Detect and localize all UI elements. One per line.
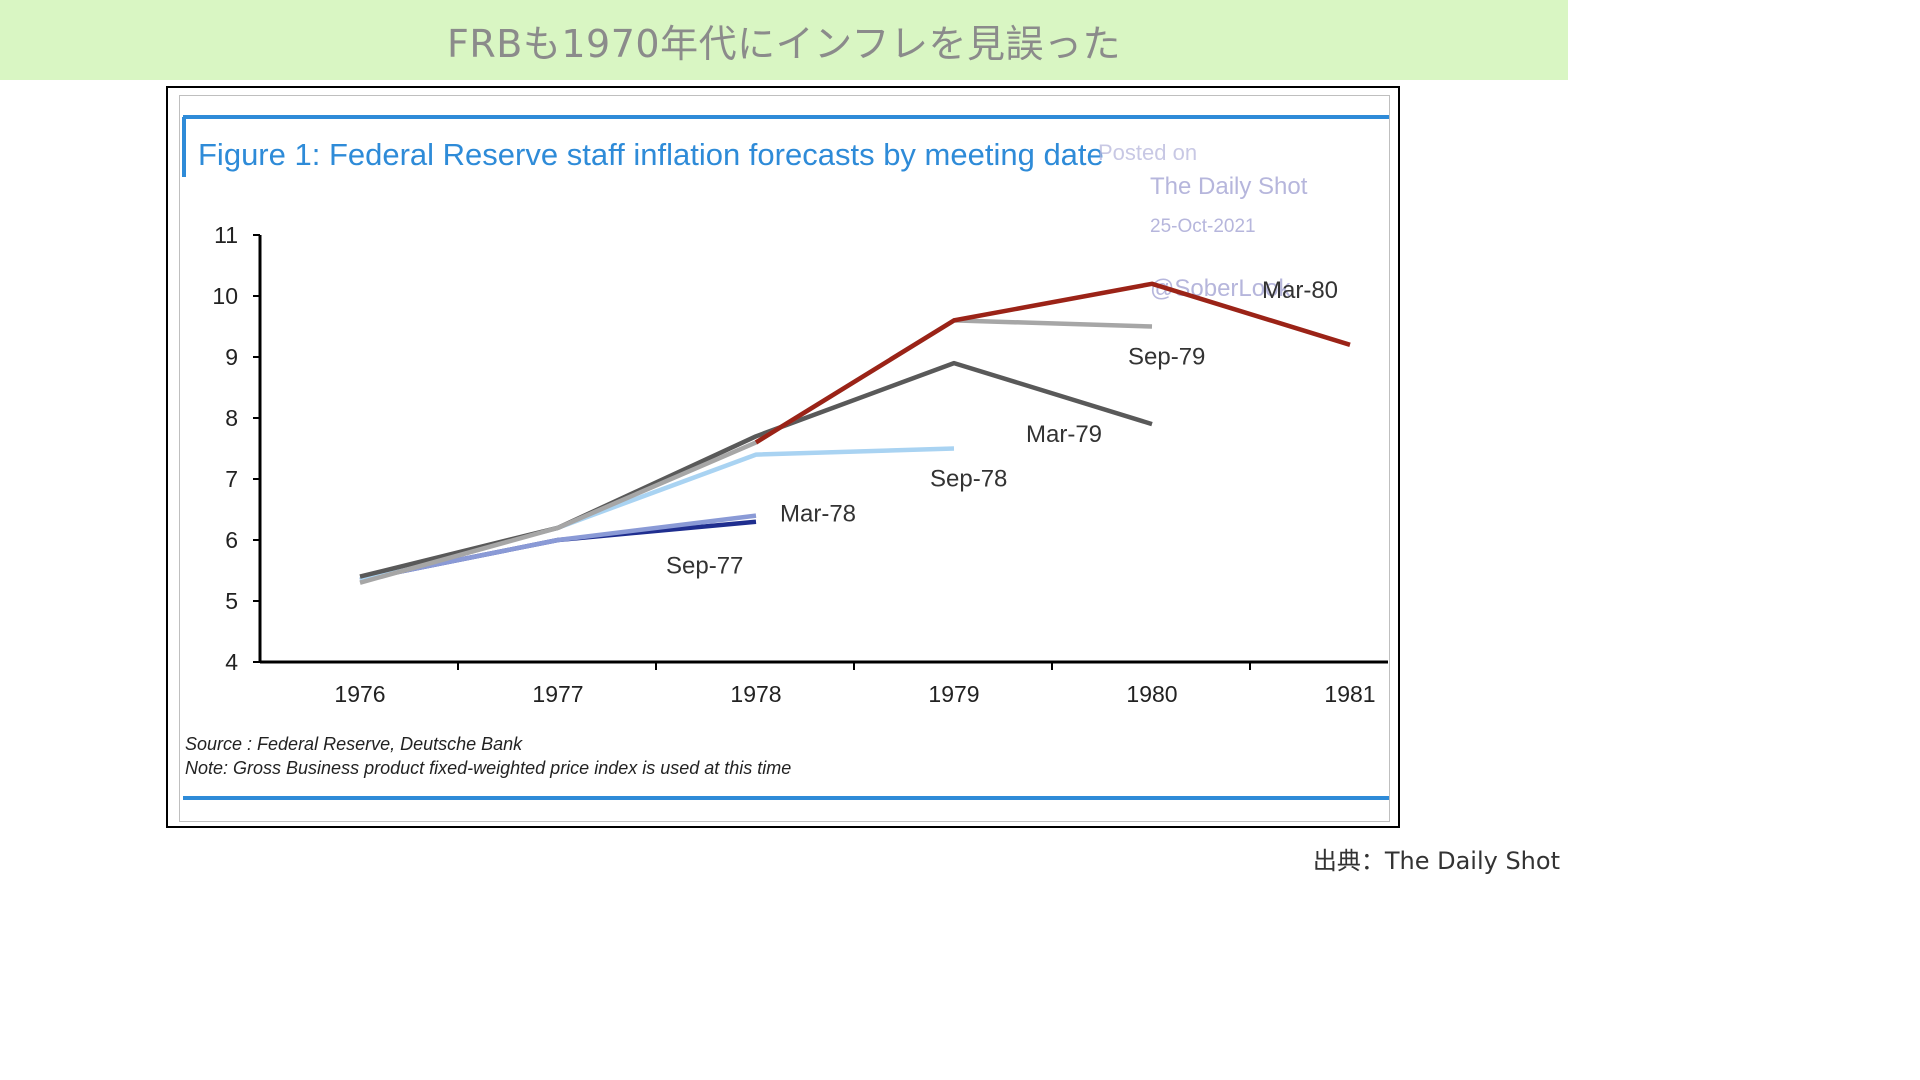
y-tick-label: 11 [214,222,238,248]
y-tick-label: 7 [225,466,238,492]
series-label-sep-79: Sep-79 [1128,344,1205,371]
chart-title: Figure 1: Federal Reserve staff inflatio… [198,137,1104,172]
y-tick-label: 10 [212,283,238,309]
x-tick-label: 1979 [928,681,979,707]
chart-note: Note: Gross Business product fixed-weigh… [185,758,791,778]
y-tick-label: 9 [225,344,238,370]
y-tick-label: 4 [225,649,238,675]
chart-axes: 11 10 9 8 7 6 5 4 1976 1977 1978 1979 1980 1981 [212,222,1388,707]
x-tick-label: 1977 [532,681,583,707]
chart-series-labels: Sep-77 Mar-78 Sep-78 Mar-79 Sep-79 Mar-80 [666,277,1338,580]
x-tick-label: 1978 [730,681,781,707]
series-label-mar-78: Mar-78 [780,501,856,528]
y-tick-label: 6 [225,527,238,553]
chart-series [359,281,1351,585]
watermark-date: 25-Oct-2021 [1150,216,1256,237]
series-label-sep-77: Sep-77 [666,553,743,580]
y-tick-label: 8 [225,405,238,431]
chart: Figure 1: Federal Reserve staff inflatio… [182,115,1389,800]
header-band: FRBも1970年代にインフレを見誤った [0,0,1568,80]
x-tick-label: 1976 [334,681,385,707]
source-credit: 出典：The Daily Shot [1312,847,1560,875]
chart-frame [166,86,1400,828]
watermark-source: The Daily Shot [1150,173,1308,200]
y-tick-label: 5 [225,588,238,614]
x-tick-label: 1980 [1126,681,1177,707]
page-title: FRBも1970年代にインフレを見誤った [447,21,1121,66]
series-line-mar-80 [754,281,1351,445]
x-tick-label: 1981 [1324,681,1375,707]
chart-inner-frame [179,95,1390,822]
chart-source: Source : Federal Reserve, Deutsche Bank [185,734,523,754]
series-line-sep-79 [359,318,1153,585]
series-label-mar-80: Mar-80 [1262,277,1338,304]
page: FRBも1970年代にインフレを見誤った Figure 1: Federal R… [0,0,1568,875]
series-line-mar-79 [359,360,1153,579]
series-label-mar-79: Mar-79 [1026,421,1102,448]
watermark-posted: Posted on [1098,140,1197,165]
series-label-sep-78: Sep-78 [930,466,1007,493]
